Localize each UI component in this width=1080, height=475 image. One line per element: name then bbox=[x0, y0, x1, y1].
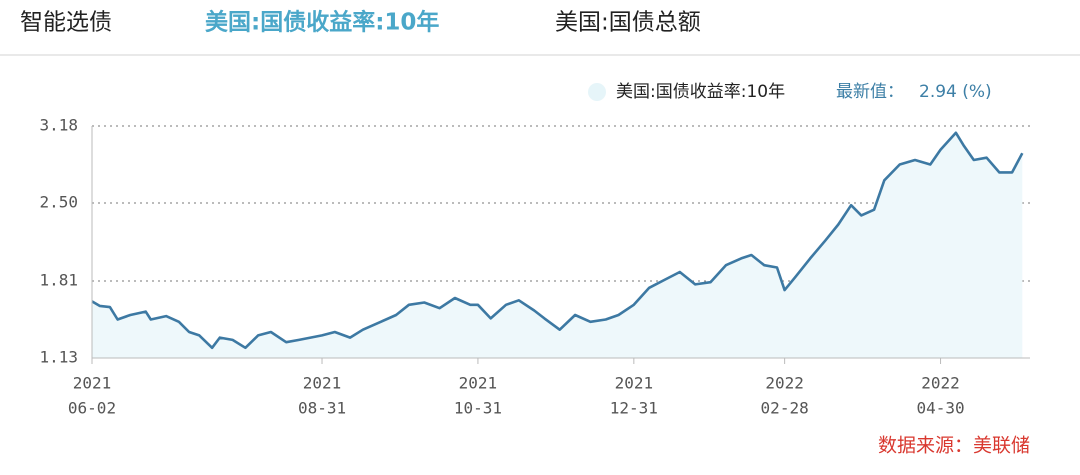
x-tick-label: 12-31 bbox=[610, 399, 658, 418]
source: 数据来源：美联储 bbox=[878, 435, 1030, 457]
x-tick-label: 2021 bbox=[615, 374, 654, 393]
x-tick-label: 2022 bbox=[921, 374, 960, 393]
line bbox=[91, 131, 1024, 350]
y-tick-label: 3.18 bbox=[39, 116, 78, 135]
latest-label: 最新值： bbox=[836, 82, 904, 102]
x-tick-label: 02-28 bbox=[761, 399, 809, 418]
x-tick-label: 04-30 bbox=[916, 399, 964, 418]
y-tick-label: 1.81 bbox=[39, 271, 78, 290]
tab-active[interactable]: 美国:国债收益率:10年 bbox=[205, 9, 439, 36]
x-tick-label: 08-31 bbox=[298, 399, 346, 418]
x-tick-label: 2022 bbox=[765, 374, 804, 393]
x-tick-label: 2021 bbox=[73, 374, 112, 393]
x-tick-label: 2021 bbox=[459, 374, 498, 393]
latest-value: 2.94 (%) bbox=[919, 82, 992, 102]
area bbox=[92, 132, 1023, 358]
y-tick-label: 1.13 bbox=[39, 348, 78, 367]
y-tick-label: 2.50 bbox=[39, 192, 78, 211]
tab[interactable]: 美国:国债总额 bbox=[555, 10, 701, 36]
x-tick-label: 06-02 bbox=[68, 399, 116, 418]
x-tick-label: 2021 bbox=[303, 374, 342, 393]
x-tick-label: 10-31 bbox=[454, 399, 502, 418]
legend-label: 美国:国债收益率:10年 bbox=[616, 82, 785, 102]
legend-swatch bbox=[588, 83, 606, 101]
tab[interactable]: 智能选债 bbox=[20, 10, 112, 36]
